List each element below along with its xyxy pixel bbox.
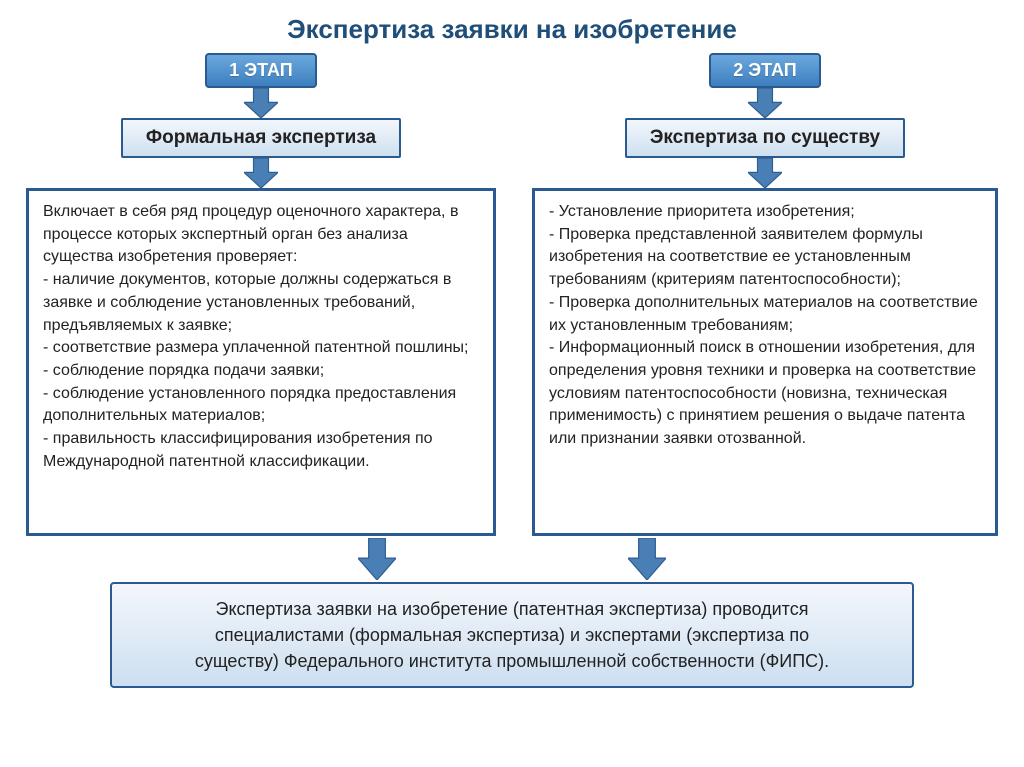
- arrow-down-icon: [628, 538, 666, 580]
- arrow-down-icon: [748, 88, 782, 118]
- right-heading-box: Экспертиза по существу: [625, 118, 905, 158]
- left-description-box: Включает в себя ряд процедур оценочного …: [26, 188, 496, 536]
- left-column: 1 ЭТАП Формальная экспертиза Включает в …: [26, 53, 496, 536]
- columns-container: 1 ЭТАП Формальная экспертиза Включает в …: [0, 53, 1024, 536]
- page-title: Экспертиза заявки на изобретение: [0, 0, 1024, 53]
- stage-2-box: 2 ЭТАП: [709, 53, 820, 88]
- left-heading-box: Формальная экспертиза: [121, 118, 401, 158]
- arrow-down-icon: [358, 538, 396, 580]
- arrow-down-icon: [748, 158, 782, 188]
- arrow-down-icon: [244, 88, 278, 118]
- bottom-container: Экспертиза заявки на изобретение (патент…: [0, 580, 1024, 688]
- arrow-down-icon: [244, 158, 278, 188]
- bottom-arrow-row: [42, 536, 982, 580]
- right-description-box: - Установление приоритета изобретения;- …: [532, 188, 998, 536]
- bottom-summary-box: Экспертиза заявки на изобретение (патент…: [110, 582, 914, 688]
- stage-1-box: 1 ЭТАП: [205, 53, 316, 88]
- right-column: 2 ЭТАП Экспертиза по существу - Установл…: [532, 53, 998, 536]
